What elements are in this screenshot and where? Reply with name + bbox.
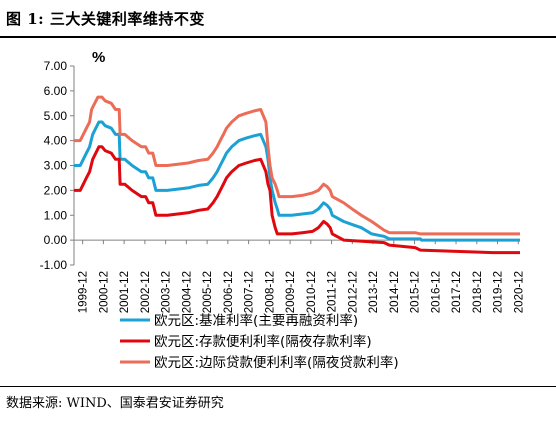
x-tick-label: 2020-12 bbox=[513, 271, 525, 313]
deposit-rate-line bbox=[74, 145, 520, 255]
header-rule bbox=[0, 36, 556, 38]
x-tick-label: 2012-12 bbox=[347, 271, 359, 313]
y-tick-label: 0.00 bbox=[44, 233, 68, 247]
y-axis-unit-label: % bbox=[92, 49, 105, 66]
x-tick-label: 2004-12 bbox=[181, 271, 193, 313]
series-lines bbox=[74, 95, 520, 255]
x-tick-label: 2018-12 bbox=[472, 271, 484, 313]
x-tick-label: 2003-12 bbox=[161, 271, 173, 313]
x-tick-label: 2007-12 bbox=[244, 271, 256, 313]
x-tick-label: 2008-12 bbox=[264, 271, 276, 313]
footer-rule bbox=[0, 386, 556, 387]
y-tick-label: 7.00 bbox=[44, 59, 68, 73]
source-note: 数据来源: WIND、国泰君安证券研究 bbox=[6, 396, 224, 411]
y-tick-label: 3.00 bbox=[44, 159, 68, 173]
base-rate-line bbox=[74, 120, 520, 242]
x-tick-label: 2016-12 bbox=[430, 271, 442, 313]
y-tick-label: 4.00 bbox=[44, 134, 68, 148]
legend-label: 欧元区:边际贷款便利利率(隔夜贷款利率) bbox=[154, 354, 399, 371]
x-tick-label: 2017-12 bbox=[451, 271, 463, 313]
x-tick-label: 2013-12 bbox=[368, 271, 380, 313]
legend-item-lending-rate: 欧元区:边际贷款便利利率(隔夜贷款利率) bbox=[120, 354, 399, 371]
y-tick-label: -1.00 bbox=[40, 258, 68, 272]
legend-label: 欧元区:基准利率(主要再融资利率) bbox=[154, 312, 358, 329]
x-tick-label: 1999-12 bbox=[78, 271, 90, 313]
x-tick-label: 2014-12 bbox=[389, 271, 401, 313]
x-tick-label: 2015-12 bbox=[410, 271, 422, 313]
y-tick-label: 2.00 bbox=[44, 183, 68, 197]
lending-rate-line bbox=[74, 95, 520, 236]
x-tick-label: 2011-12 bbox=[327, 271, 339, 312]
y-tick-label: 6.00 bbox=[44, 84, 68, 98]
y-axis: -1.00 0.00 1.00 2.00 3.00 4.00 5.00 6.00 7.00 bbox=[40, 59, 75, 272]
x-tick-label: 2000-12 bbox=[98, 271, 110, 313]
x-tick-label: 2001-12 bbox=[119, 271, 131, 313]
x-axis: 1999-12 2000-12 2001-12 2002-12 2003-12 2004-… bbox=[74, 239, 525, 313]
x-tick-label: 2006-12 bbox=[223, 271, 235, 313]
legend-item-deposit-rate: 欧元区:存款便利利率(隔夜存款利率) bbox=[120, 333, 372, 350]
line-chart: -1.00 0.00 1.00 2.00 3.00 4.00 5.00 6.00 7.00 19… bbox=[40, 49, 526, 371]
legend-label: 欧元区:存款便利利率(隔夜存款利率) bbox=[154, 333, 372, 350]
x-tick-label: 2009-12 bbox=[285, 271, 297, 313]
chart-legend: 欧元区:基准利率(主要再融资利率) 欧元区:存款便利利率(隔夜存款利率) 欧元区:边… bbox=[120, 312, 399, 371]
figure-header: 图 1: 三大关键利率维持不变 bbox=[0, 0, 556, 42]
x-tick-label: 2002-12 bbox=[140, 271, 152, 313]
figure-title: 图 1: 三大关键利率维持不变 bbox=[6, 10, 205, 28]
y-tick-label: 5.00 bbox=[44, 109, 68, 123]
x-tick-label: 2010-12 bbox=[306, 271, 318, 313]
y-tick-label: 1.00 bbox=[44, 208, 68, 222]
legend-item-base-rate: 欧元区:基准利率(主要再融资利率) bbox=[120, 312, 358, 329]
x-tick-label: 2019-12 bbox=[493, 271, 505, 313]
x-tick-label: 2005-12 bbox=[202, 271, 214, 313]
